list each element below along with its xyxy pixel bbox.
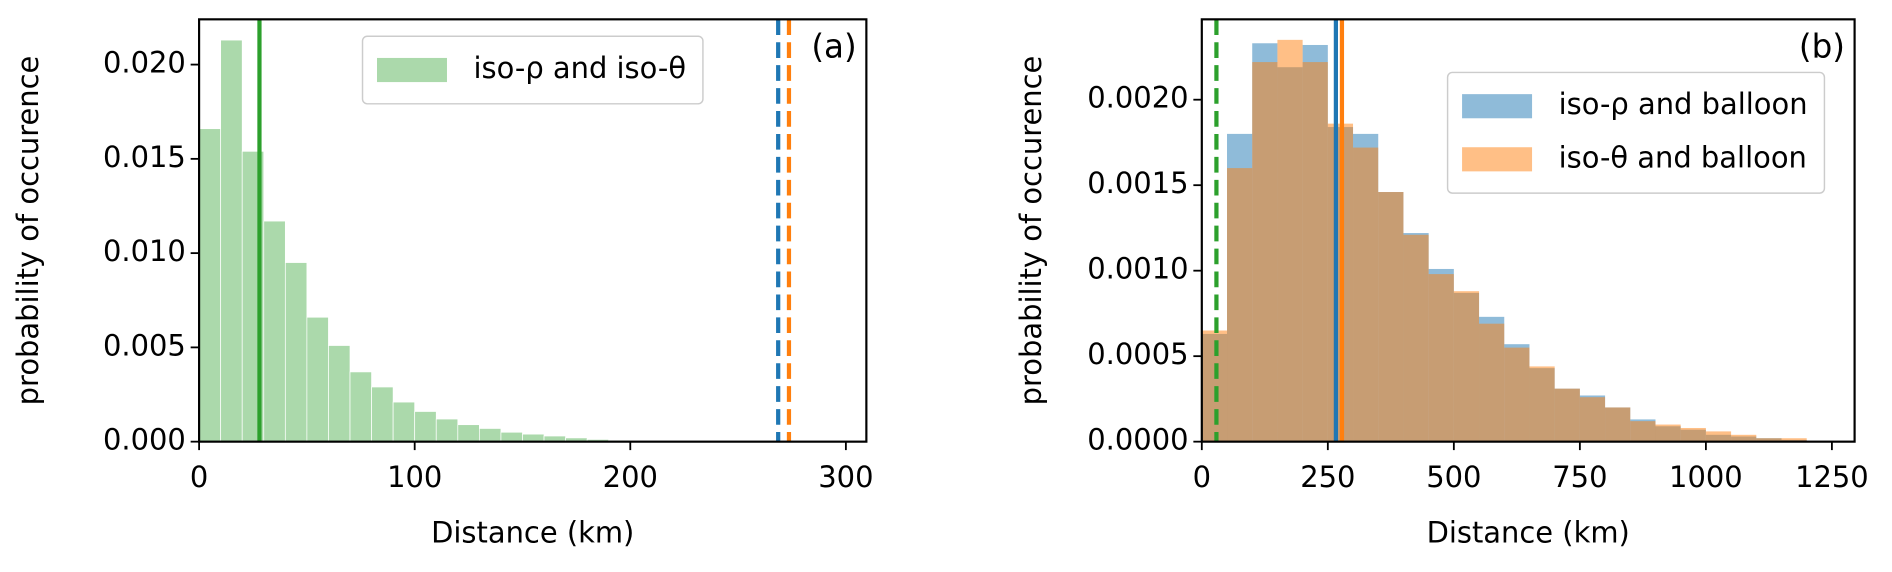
bar: [435, 418, 459, 443]
legend-label: iso-ρ and iso-θ: [474, 51, 687, 85]
x-tick-label: 300: [818, 460, 873, 494]
legend-swatch: [1462, 94, 1533, 119]
panel-label: (a): [811, 27, 856, 65]
bar: [220, 39, 243, 443]
bar: [306, 316, 329, 443]
bar: [1756, 438, 1782, 442]
bar: [1655, 424, 1681, 442]
bar: [414, 411, 437, 443]
y-tick-label: 0.005: [103, 328, 186, 362]
bar: [371, 386, 394, 443]
legend-swatch: [376, 57, 447, 83]
x-tick-label: 0: [1193, 460, 1211, 494]
x-tick-label: 250: [1300, 460, 1355, 494]
bar: [1302, 62, 1328, 442]
x-axis-label: Distance (km): [1427, 516, 1630, 550]
x-tick-label: 0: [190, 460, 208, 494]
bar: [1605, 407, 1631, 442]
axes-frame: [1200, 18, 1856, 443]
y-tick-label: 0.0020: [1087, 81, 1188, 115]
bar: [1428, 274, 1454, 442]
bar: [1731, 434, 1757, 442]
y-tick-label: 0.0000: [1087, 423, 1188, 457]
bar: [1403, 234, 1429, 442]
bar: [1277, 39, 1303, 442]
bar: [1504, 347, 1530, 442]
bar: [1479, 323, 1505, 442]
x-tick-label: 100: [387, 460, 442, 494]
legend-swatch: [1462, 147, 1533, 172]
y-tick-label: 0.010: [103, 234, 186, 268]
bar: [1705, 431, 1732, 442]
legend-label: iso-ρ and balloon: [1559, 87, 1808, 121]
x-tick-label: 750: [1552, 460, 1607, 494]
y-tick-label: 0.0010: [1087, 252, 1188, 286]
y-tick-label: 0.0015: [1087, 166, 1188, 200]
y-tick-label: 0.020: [103, 46, 186, 80]
x-tick-label: 500: [1426, 460, 1481, 494]
bar: [1781, 438, 1807, 442]
bar: [1554, 388, 1580, 442]
x-tick-label: 1000: [1669, 460, 1743, 494]
bar: [479, 428, 502, 443]
bar: [263, 220, 286, 443]
bar: [1453, 291, 1480, 442]
x-tick-label: 200: [603, 460, 658, 494]
bar: [1227, 168, 1253, 442]
panel-label: (b): [1799, 27, 1845, 65]
y-tick-label: 0.000: [103, 423, 186, 457]
legend: iso-ρ and balloon iso-θ and balloon: [1446, 71, 1826, 194]
x-tick-label: 1250: [1795, 460, 1869, 494]
bar: [1353, 147, 1379, 442]
bar: [1378, 192, 1404, 442]
y-axis-label: probability of occurence: [11, 56, 45, 406]
y-tick-label: 0.0005: [1087, 337, 1188, 371]
bar: [392, 401, 416, 443]
legend-label: iso-θ and balloon: [1559, 140, 1807, 174]
legend-box: [361, 35, 704, 105]
bar: [1680, 427, 1706, 442]
bar: [349, 371, 372, 443]
y-axis-label: probability of occurence: [1014, 56, 1048, 406]
bar: [500, 431, 523, 443]
x-axis-label: Distance (km): [431, 516, 634, 550]
bar: [198, 128, 222, 443]
bar: [284, 262, 308, 443]
bar: [328, 345, 351, 443]
bar: [522, 433, 545, 443]
bar: [1579, 397, 1606, 442]
y-tick-label: 0.015: [103, 140, 186, 174]
axes-frame: [198, 18, 868, 443]
bar: [1630, 421, 1656, 442]
legend-box: [1446, 71, 1826, 194]
bar: [457, 424, 480, 443]
legend: iso-ρ and iso-θ: [361, 35, 704, 105]
bar: [1252, 62, 1278, 442]
bar: [1529, 366, 1555, 442]
